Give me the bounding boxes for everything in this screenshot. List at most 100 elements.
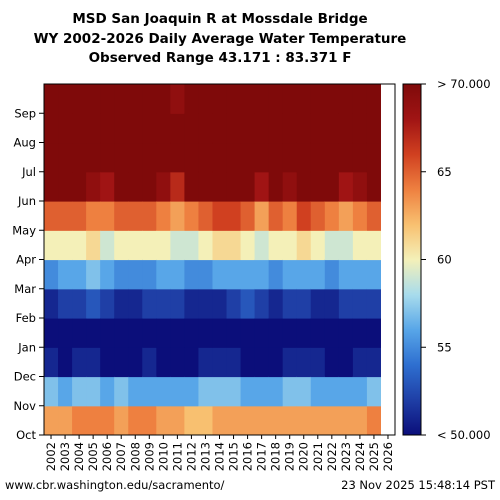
heatmap-cell (296, 376, 312, 407)
heatmap-cell (114, 405, 129, 435)
heatmap-cell (226, 376, 242, 407)
heatmap-cell (142, 113, 157, 144)
heatmap-cell (86, 318, 101, 348)
heatmap-cell (156, 259, 171, 290)
heatmap-cell (72, 259, 87, 290)
heatmap-cell (268, 318, 284, 348)
heatmap-cell (366, 288, 381, 319)
heatmap-cell (58, 288, 73, 319)
heatmap-cell (170, 171, 185, 202)
heatmap-cell (296, 259, 312, 290)
heatmap-cell (296, 171, 312, 202)
heatmap-cell (296, 288, 312, 319)
heatmap-cell (44, 84, 59, 114)
heatmap-cell (254, 84, 270, 114)
future-blank-area (381, 84, 395, 435)
heatmap-cell (100, 259, 115, 290)
heatmap-cell (198, 376, 214, 407)
heatmap-cell (156, 347, 171, 378)
heatmap-cell (310, 84, 326, 114)
heatmap-cell (324, 318, 340, 348)
heatmap-cell (114, 171, 129, 202)
heatmap-cell (184, 201, 200, 231)
heatmap-cell (352, 171, 368, 202)
heatmap-cell (156, 230, 171, 261)
heatmap-cell (310, 230, 326, 261)
heatmap-cell (170, 376, 185, 407)
colorbar-tick-label: 60 (437, 253, 452, 267)
heatmap-cell (58, 405, 73, 435)
heatmap-cell (380, 405, 381, 435)
heatmap-cell (198, 288, 214, 319)
heatmap-cell (198, 142, 214, 173)
x-tick-label: 2018 (269, 442, 283, 471)
heatmap-cell (324, 84, 340, 114)
heatmap-cell (282, 230, 298, 261)
heatmap-cell (226, 230, 242, 261)
heatmap-cell (254, 376, 270, 407)
heatmap-cell (254, 113, 270, 144)
heatmap-cell (296, 405, 312, 435)
x-tick-label: 2007 (114, 442, 128, 471)
heatmap-cell (100, 405, 115, 435)
footer-url[interactable]: www.cbr.washington.edu/sacramento/ (5, 478, 225, 492)
heatmap-cell (156, 142, 171, 173)
heatmap-cell (324, 376, 340, 407)
x-tick-label: 2014 (213, 442, 227, 471)
heatmap-cell (142, 230, 157, 261)
x-tick-label: 2005 (86, 442, 100, 471)
heatmap-cell (156, 113, 171, 144)
heatmap-cell (114, 142, 129, 173)
heatmap-cell (170, 84, 185, 114)
heatmap-cell (58, 318, 73, 348)
heatmap-cell (338, 376, 354, 407)
heatmap-cell (296, 113, 312, 144)
heatmap-cell (100, 113, 115, 144)
heatmap-cell (324, 230, 340, 261)
heatmap-cell (212, 201, 228, 231)
heatmap-cell (114, 113, 129, 144)
heatmap-cell (86, 84, 101, 114)
heatmap-cell (226, 288, 242, 319)
heatmap-cell (44, 171, 59, 202)
heatmap-cell (282, 376, 298, 407)
heatmap-cell (254, 259, 270, 290)
heatmap-cell (366, 318, 381, 348)
colorbar-tick-label: > 70.000 (437, 77, 491, 91)
chart-title: MSD San Joaquin R at Mossdale Bridge (72, 11, 368, 27)
heatmap-cell (254, 230, 270, 261)
heatmap-cell (86, 201, 101, 231)
heatmap-cell (156, 376, 171, 407)
heatmap-cell (352, 230, 368, 261)
heatmap-cell (268, 347, 284, 378)
heatmap-cell (156, 318, 171, 348)
heatmap-cell (310, 405, 326, 435)
heatmap-cell (114, 347, 129, 378)
heatmap-cell (338, 201, 354, 231)
heatmap-cell (338, 230, 354, 261)
heatmap-cell (100, 171, 115, 202)
heatmap-cell (282, 347, 298, 378)
heatmap-cell (352, 318, 368, 348)
heatmap-cell (44, 230, 59, 261)
heatmap-cell (366, 230, 381, 261)
x-tick-label: 2025 (367, 442, 381, 471)
heatmap-cell (170, 259, 185, 290)
heatmap-cell (296, 201, 312, 231)
heatmap-cell (86, 405, 101, 435)
footer-timestamp: 23 Nov 2025 15:48:14 PST (341, 478, 495, 492)
heatmap-cell (44, 259, 59, 290)
heatmap-cell (310, 259, 326, 290)
heatmap-cell (184, 84, 200, 114)
heatmap-cell (310, 113, 326, 144)
heatmap-cell (170, 288, 185, 319)
heatmap-cell (338, 288, 354, 319)
heatmap-cell (226, 171, 242, 202)
heatmap-cell (86, 113, 101, 144)
y-tick-label: Jun (17, 194, 36, 208)
heatmap-cell (114, 288, 129, 319)
heatmap-cell (240, 84, 256, 114)
heatmap-cell (240, 142, 256, 173)
heatmap-cell (170, 347, 185, 378)
heatmap-cell (72, 113, 87, 144)
